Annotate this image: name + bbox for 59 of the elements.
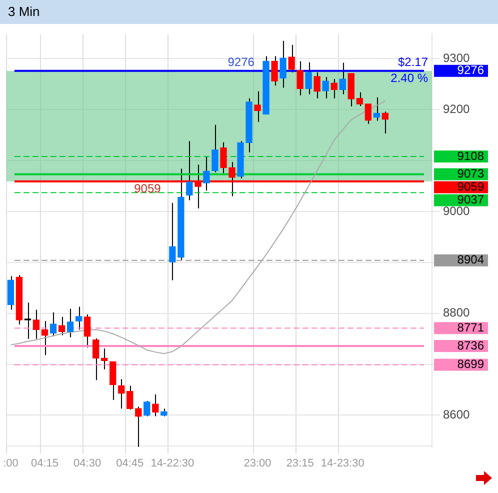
candlestick	[126, 385, 134, 410]
candlestick	[50, 312, 57, 337]
candlestick	[152, 394, 159, 417]
candlestick	[373, 96, 380, 122]
candlestick	[118, 378, 125, 410]
candlestick	[322, 76, 329, 99]
ref-line-label: 9276	[457, 63, 484, 78]
candlestick	[144, 400, 150, 417]
candlestick	[66, 308, 74, 338]
ref-line-label: 9108	[457, 148, 484, 163]
candlestick	[169, 202, 176, 281]
ref-line-label: 8771	[457, 320, 484, 334]
candlestick	[382, 111, 389, 134]
annotation: 9059	[134, 182, 162, 196]
y-tick-label: 9300	[443, 50, 470, 65]
candlestick	[364, 103, 372, 124]
candlestick	[100, 348, 108, 370]
chart-title: 3 Min	[0, 0, 498, 24]
candlestick	[280, 40, 286, 88]
candlestick	[75, 306, 82, 330]
candlestick	[110, 361, 116, 400]
candlestick	[271, 56, 278, 86]
annotation: 9276	[228, 55, 255, 70]
candlestick	[330, 78, 338, 99]
candlestick	[58, 316, 66, 336]
x-tick-label: 14-22:30	[150, 457, 194, 470]
annotation: $2.17	[398, 55, 428, 70]
candlestick	[212, 124, 218, 173]
x-tick-label: 14-23:30	[320, 457, 364, 470]
candlestick	[92, 338, 100, 381]
candlestick	[314, 72, 320, 99]
candlestick	[24, 302, 32, 340]
x-tick-label: :00	[3, 457, 18, 470]
candlestick	[288, 44, 295, 73]
ref-line-label: 8904	[457, 252, 484, 267]
y-tick-label: 9200	[443, 102, 470, 116]
ref-line-label: 8699	[457, 357, 484, 372]
candlestick	[203, 156, 210, 192]
candlestick	[41, 320, 48, 356]
ref-line-label: 8736	[457, 338, 484, 352]
candlestick	[296, 60, 304, 96]
candlestick	[186, 140, 193, 201]
candlestick	[339, 62, 346, 95]
x-tick-label: 04:15	[30, 457, 59, 470]
ref-line-label: 9059	[457, 180, 484, 194]
candlestick	[32, 309, 40, 340]
candlestick	[135, 406, 142, 448]
x-tick-label: 23:00	[244, 457, 272, 470]
candlestick	[305, 62, 312, 95]
candlestick	[84, 314, 91, 348]
y-tick-label: 8600	[443, 408, 470, 422]
x-tick-label: 23:15	[286, 457, 314, 470]
annotation: 2.40 %	[390, 71, 428, 86]
candlestick	[356, 92, 363, 107]
x-tick-label: 04:30	[74, 457, 102, 470]
ref-line-label: 9073	[457, 166, 484, 181]
candlestick	[254, 90, 261, 122]
x-tick-label: 04:45	[116, 457, 144, 470]
y-tick-label: 8800	[443, 306, 470, 320]
